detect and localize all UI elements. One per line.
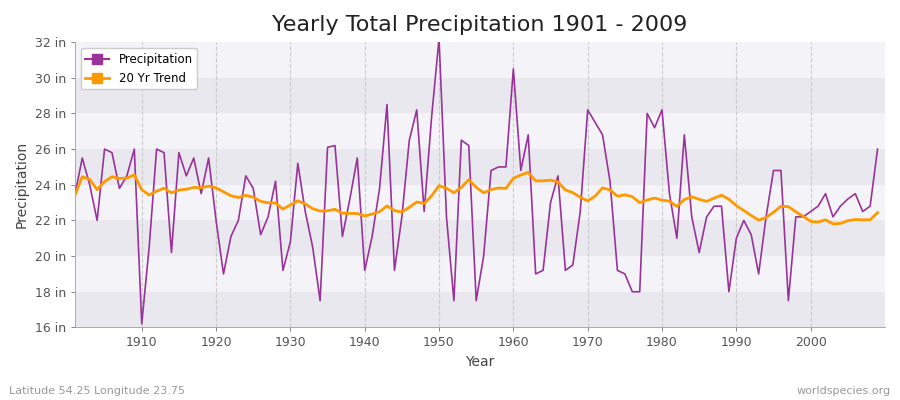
Bar [75,256,885,292]
Text: worldspecies.org: worldspecies.org [796,386,891,396]
Bar [75,149,885,185]
Bar [75,185,885,220]
Bar [75,42,885,78]
Legend: Precipitation, 20 Yr Trend: Precipitation, 20 Yr Trend [81,48,197,89]
X-axis label: Year: Year [465,355,495,369]
Y-axis label: Precipitation: Precipitation [15,141,29,228]
Title: Yearly Total Precipitation 1901 - 2009: Yearly Total Precipitation 1901 - 2009 [272,15,688,35]
Bar [75,78,885,114]
Text: Latitude 54.25 Longitude 23.75: Latitude 54.25 Longitude 23.75 [9,386,185,396]
Bar [75,292,885,328]
Bar [75,114,885,149]
Bar [75,220,885,256]
